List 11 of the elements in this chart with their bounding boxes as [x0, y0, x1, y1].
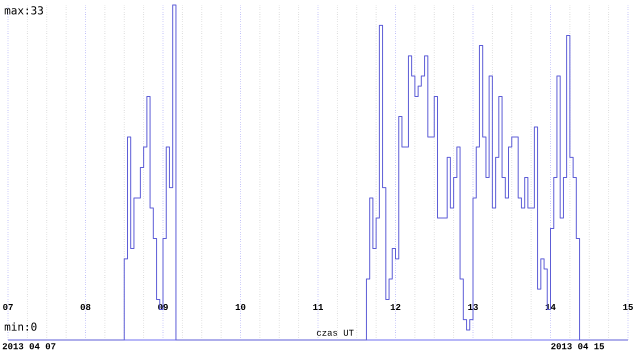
- text: 2013 04 07: [2, 343, 56, 350]
- x-axis-title: czas UT: [316, 330, 354, 336]
- text: 2013 04 15: [551, 343, 604, 350]
- annotation: max:33: [4, 6, 43, 14]
- annotation: min:0: [4, 322, 36, 331]
- x-tick-label: 11: [313, 304, 324, 310]
- x-tick-label: 07: [3, 304, 13, 310]
- x-tick-label: 12: [390, 304, 400, 310]
- x-tick-label: 08: [80, 304, 90, 310]
- x-tick-label: 15: [623, 304, 633, 310]
- x-tick-label: 10: [236, 304, 246, 310]
